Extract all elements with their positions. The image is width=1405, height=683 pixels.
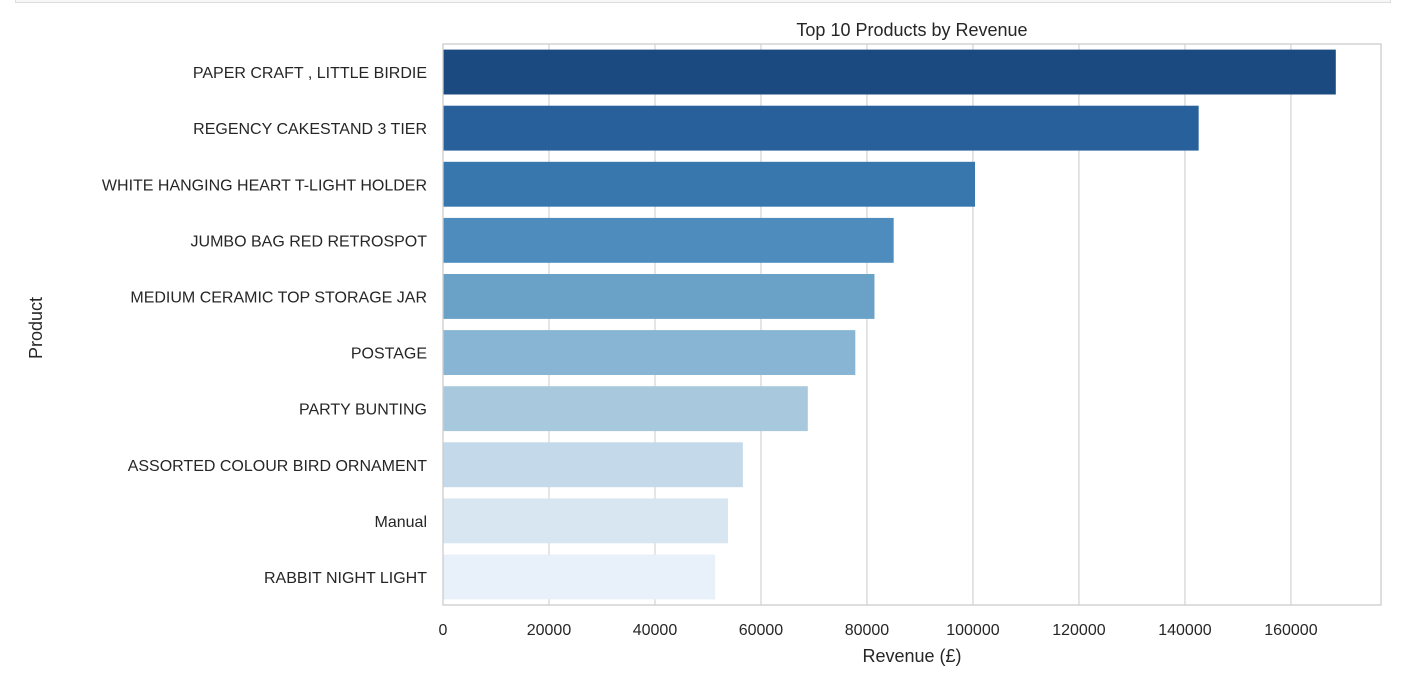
bar [443, 217, 894, 263]
y-tick-label: POSTAGE [351, 346, 427, 363]
x-tick-label: 100000 [946, 622, 999, 639]
bar [443, 498, 729, 544]
y-tick-label: MEDIUM CERAMIC TOP STORAGE JAR [130, 289, 427, 306]
bar [443, 554, 716, 600]
bar [443, 49, 1336, 95]
bar [443, 442, 743, 488]
y-tick-label: PARTY BUNTING [299, 402, 427, 419]
x-tick-label: 120000 [1052, 622, 1105, 639]
bar [443, 386, 808, 432]
bar [443, 274, 875, 319]
bars [443, 49, 1336, 600]
x-tick-label: 80000 [845, 622, 890, 639]
x-tick-label: 0 [439, 622, 448, 639]
bar [443, 330, 856, 375]
y-tick-label: REGENCY CAKESTAND 3 TIER [193, 121, 427, 138]
x-tick-label: 140000 [1158, 622, 1211, 639]
y-tick-label: ASSORTED COLOUR BIRD ORNAMENT [128, 458, 428, 475]
y-tick-label: RABBIT NIGHT LIGHT [264, 570, 427, 587]
y-tick-label: Manual [375, 514, 427, 531]
x-tick-labels: 0 20000 40000 60000 80000 100000 120000 140000 1… [439, 622, 1318, 639]
x-tick-label: 160000 [1264, 622, 1317, 639]
x-axis-title: Revenue (£) [862, 646, 961, 666]
y-tick-labels: PAPER CRAFT , LITTLE BIRDIE REGENCY CAKES… [102, 65, 427, 587]
y-tick-label: JUMBO BAG RED RETROSPOT [191, 233, 428, 250]
chart-title: Top 10 Products by Revenue [796, 20, 1027, 40]
bar [443, 105, 1199, 151]
plot-frame [442, 43, 1382, 606]
top-strip [15, 0, 1391, 3]
y-tick-label: WHITE HANGING HEART T-LIGHT HOLDER [102, 177, 427, 194]
x-tick-label: 20000 [527, 622, 572, 639]
y-tick-label: PAPER CRAFT , LITTLE BIRDIE [193, 65, 427, 82]
y-axis-title: Product [26, 297, 46, 359]
bar [443, 161, 976, 207]
x-tick-label: 60000 [739, 622, 784, 639]
x-tick-label: 40000 [633, 622, 678, 639]
